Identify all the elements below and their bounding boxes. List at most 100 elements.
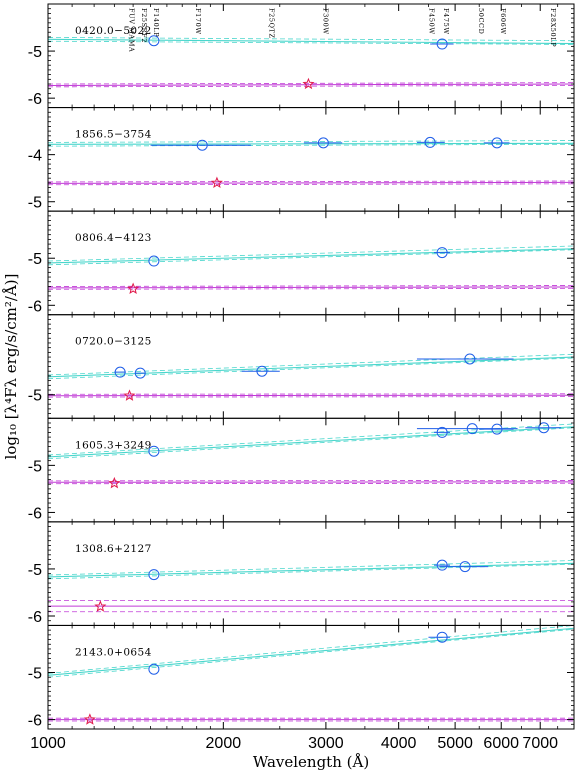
cyan-fit-lower xyxy=(48,563,574,580)
cyan-fit-upper xyxy=(48,625,574,674)
x-tick-label: 7000 xyxy=(522,735,558,752)
x-tick-label: 4000 xyxy=(381,735,417,752)
photometry-point xyxy=(491,137,503,149)
photometry-point xyxy=(148,663,160,675)
filter-label: F170W xyxy=(194,8,202,35)
panels-group: -6 -5 0420.0−5022 -5 -4 1856.5−3754 -6 -5 0806.4… xyxy=(28,3,575,730)
object-label: 2143.0+0654 xyxy=(75,646,152,658)
photometry-point xyxy=(464,353,476,365)
object-label: 1856.5−3754 xyxy=(75,129,152,141)
panel-plot-area xyxy=(48,35,574,90)
cyan-fit-line xyxy=(48,426,574,458)
photometry-point xyxy=(491,423,503,435)
cyan-fit-upper xyxy=(48,140,574,143)
panel-plot-area xyxy=(48,353,574,401)
photometry-point xyxy=(436,559,448,571)
white-dwarf-star xyxy=(83,713,96,725)
filter-label: 50CCD xyxy=(477,8,485,34)
y-tick-label: -5 xyxy=(28,388,42,405)
panel-plot-area xyxy=(48,136,574,189)
x-tick-label: 5000 xyxy=(437,735,473,752)
photometry-point xyxy=(459,561,471,573)
y-tick-label: -6 xyxy=(28,91,42,108)
cyan-fit-lower xyxy=(48,357,574,380)
y-tick-label: -5 xyxy=(28,666,42,683)
panel-frame xyxy=(47,210,575,316)
cyan-fit-upper xyxy=(48,245,574,262)
object-label: 0806.4−4123 xyxy=(75,232,152,244)
photometry-point xyxy=(134,367,146,379)
panel-3: -6 -5 0806.4−4123 xyxy=(28,210,575,316)
magenta-fit-lower xyxy=(48,287,574,290)
cyan-fit-line xyxy=(48,627,574,676)
photometry-point xyxy=(196,139,208,151)
x-tick-label: 3000 xyxy=(308,735,344,752)
magenta-fit-upper xyxy=(48,285,574,287)
filter-label: F25SRF2 xyxy=(140,8,148,43)
cyan-fit-lower xyxy=(48,628,574,678)
white-dwarf-star xyxy=(210,176,223,189)
panel-5: -6 -5 1605.3+3249 xyxy=(28,417,575,522)
photometry-point xyxy=(148,35,160,47)
panel-4: -5 0720.0−3125 xyxy=(28,314,575,419)
y-tick-label: -5 xyxy=(28,195,42,212)
object-label: 1308.6+2127 xyxy=(75,543,152,555)
photometry-point xyxy=(424,136,436,148)
x-tick-label: 1000 xyxy=(30,735,66,752)
white-dwarf-star xyxy=(123,389,136,401)
filter-label: F25QTZ xyxy=(267,8,275,39)
panel-frame xyxy=(47,3,575,109)
white-dwarf-star xyxy=(108,476,121,489)
magenta-fit-line xyxy=(48,286,574,289)
photometry-point xyxy=(538,422,550,434)
x-axis-title: Wavelength (Å) xyxy=(253,753,369,771)
cyan-fit-upper xyxy=(48,560,574,576)
filter-label: F475W xyxy=(442,8,450,35)
panel-6: -6 -5 1308.6+2127 xyxy=(28,521,575,626)
cyan-fit-upper xyxy=(48,353,574,376)
white-dwarf-star xyxy=(94,600,107,612)
white-dwarf-star xyxy=(302,77,315,90)
filter-label: F450W xyxy=(427,8,435,35)
panel-plot-area xyxy=(48,625,574,725)
panel-7: -6 -5 2143.0+0654 xyxy=(28,624,575,730)
white-dwarf-star xyxy=(127,282,140,294)
photometry-point xyxy=(436,38,448,50)
cyan-fit-line xyxy=(48,142,574,145)
cyan-fit-line xyxy=(48,248,574,264)
panel-1: -6 -5 0420.0−5022 xyxy=(28,3,575,109)
photometry-point xyxy=(436,426,448,438)
object-label: 1605.3+3249 xyxy=(75,439,152,451)
photometry-point xyxy=(466,423,478,435)
filter-label: F140LP xyxy=(152,8,160,37)
y-tick-label: -6 xyxy=(28,713,42,730)
photometry-point xyxy=(317,137,329,149)
photometry-point xyxy=(114,366,126,378)
y-tick-label: -6 xyxy=(28,298,42,315)
magenta-fit-lower xyxy=(48,183,574,186)
panel-plot-area xyxy=(48,559,574,613)
x-tick-label: 2000 xyxy=(206,735,242,752)
y-axis-title: log₁₀ [λ⁴Fλ erg/s/cm²/Å)] xyxy=(2,274,20,460)
cyan-fit-line xyxy=(48,562,574,578)
filter-label: FUV MAMA xyxy=(128,8,136,52)
photometry-point xyxy=(148,445,160,457)
x-tick-label: 6000 xyxy=(483,735,519,752)
x-axis: 1000 2000 3000 4000 5000 6000 7000 xyxy=(30,735,558,752)
magenta-fit-upper xyxy=(48,180,574,183)
photometry-point xyxy=(256,365,268,377)
y-tick-label: -5 xyxy=(28,562,42,579)
panel-frame xyxy=(47,624,575,730)
object-label: 0720.0−3125 xyxy=(75,336,152,348)
y-tick-label: -6 xyxy=(28,609,42,626)
photometry-point xyxy=(436,247,448,259)
y-tick-label: -4 xyxy=(28,148,42,165)
panel-frame xyxy=(47,521,575,626)
cyan-fit-lower xyxy=(48,249,574,266)
cyan-fit-line xyxy=(48,38,574,45)
y-tick-label: -6 xyxy=(28,505,42,522)
y-tick-label: -5 xyxy=(28,458,42,475)
photometry-point xyxy=(148,569,160,581)
filter-label: F606W xyxy=(499,8,507,35)
